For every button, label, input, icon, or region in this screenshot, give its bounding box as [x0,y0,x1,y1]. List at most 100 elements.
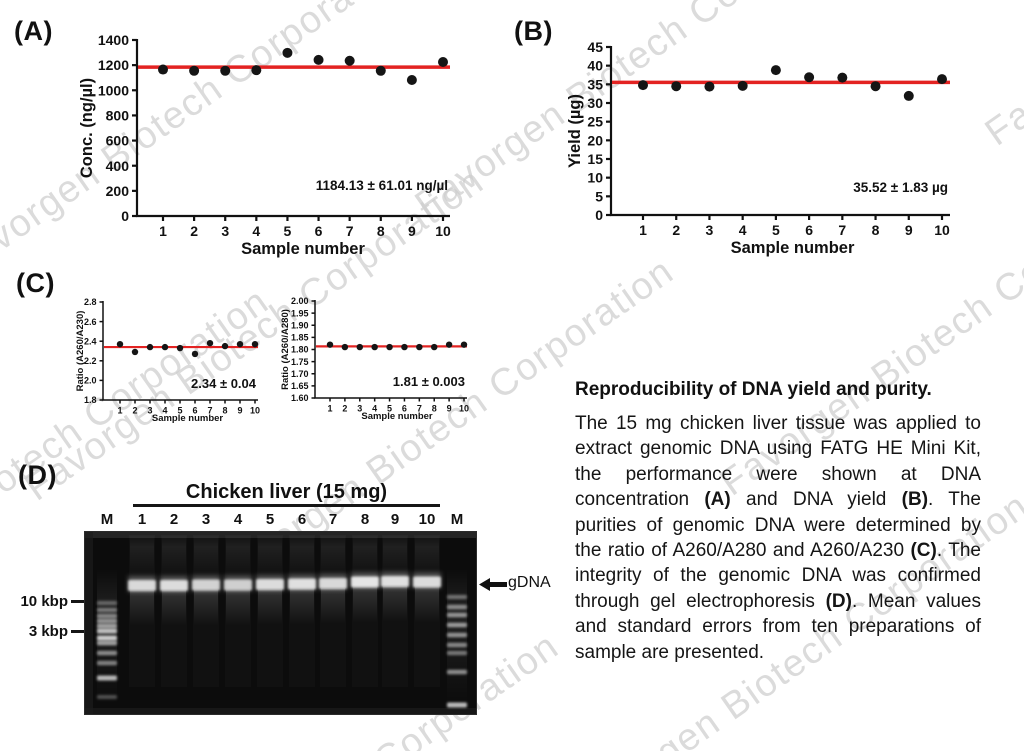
svg-text:5: 5 [284,223,292,239]
svg-text:10: 10 [250,406,260,416]
svg-text:1.81 ± 0.003: 1.81 ± 0.003 [393,374,465,389]
gel-title: Chicken liver (15 mg) [185,481,388,503]
svg-text:5: 5 [595,188,603,204]
svg-text:8: 8 [872,222,880,238]
svg-text:9: 9 [447,404,452,414]
svg-text:1: 1 [117,406,122,416]
gel-lane-label: M [100,511,114,528]
svg-text:4: 4 [252,223,260,239]
gel-lane-label: 5 [265,511,275,528]
svg-text:2: 2 [190,223,198,239]
chart-a-dna-concentration: 0 200 400 600 800 1000 1200 1400 1 2 3 4 5 6 7 8 9 10 1184… [78,32,451,258]
chart-c-ratio-a260-a230: 1.8 2.0 2.2 2.4 2.6 2.8 1 2 3 4 5 6 7 8 9 10 2.34 ± 0.04… [75,297,260,424]
panel-d-label: (D) [18,460,57,490]
caption-text: . Mean values and standard errors from t… [575,590,981,663]
svg-text:Yield (µg): Yield (µg) [566,94,584,168]
caption-text: . The integrity of the genomic DNA was c… [575,540,981,612]
svg-text:1.75: 1.75 [291,357,309,367]
caption-heading: Reproducibility of DNA yield and purity. [575,379,932,400]
svg-text:0: 0 [595,207,603,223]
svg-text:6: 6 [402,404,407,414]
gel-lane-label: 10 [418,511,436,528]
svg-text:20: 20 [587,132,603,148]
svg-text:6: 6 [192,406,197,416]
svg-text:400: 400 [106,158,130,174]
gel-marker-10kbp-dash [71,600,84,603]
svg-text:800: 800 [106,107,130,123]
svg-text:2.2: 2.2 [84,356,97,366]
panel-b-label: (B) [514,16,553,46]
caption-text: . The purities of genomic DNA were deter… [575,489,981,562]
gdna-arrow-icon [479,578,507,591]
panel-a-label: (A) [14,16,53,46]
svg-text:10: 10 [459,404,469,414]
gel-lane-label: 1 [137,511,147,528]
gel-lane-label: 8 [360,511,370,528]
svg-text:200: 200 [106,183,130,199]
svg-text:9: 9 [905,222,913,238]
svg-text:1.90: 1.90 [291,320,309,330]
svg-text:Sample number: Sample number [731,239,855,257]
svg-text:Sample number: Sample number [361,411,433,422]
svg-text:Ratio (A260/A280): Ratio (A260/A280) [280,309,291,390]
svg-text:3: 3 [357,404,362,414]
caption-panel-ref: (D) [825,590,852,612]
svg-text:15: 15 [587,151,603,167]
svg-text:2: 2 [672,222,680,238]
svg-text:7: 7 [207,406,212,416]
caption-panel-ref: (A) [704,489,731,511]
gel-lane-label: 2 [169,511,179,528]
caption-body: The 15 mg chicken liver tissue was appli… [575,411,981,665]
caption-panel-ref: (B) [901,489,929,511]
svg-text:1.8: 1.8 [84,395,97,405]
svg-text:1000: 1000 [98,82,129,98]
gel-marker-10kbp: 10 kbp [20,593,68,610]
svg-text:2.00: 2.00 [291,296,309,306]
svg-text:5: 5 [772,222,780,238]
gel-marker-3kbp-dash [71,630,84,633]
svg-text:2.0: 2.0 [84,376,97,386]
svg-text:35.52 ± 1.83 µg: 35.52 ± 1.83 µg [853,180,948,195]
svg-text:35: 35 [587,76,603,92]
svg-text:2.34 ± 0.04: 2.34 ± 0.04 [191,376,257,391]
svg-text:8: 8 [377,223,385,239]
svg-text:25: 25 [587,114,603,130]
gel-lane-label: 9 [390,511,400,528]
figure-caption: Reproducibility of DNA yield and purity.… [575,379,981,665]
svg-text:7: 7 [417,404,422,414]
gel-lane-label: 7 [328,511,338,528]
svg-text:8: 8 [432,404,437,414]
svg-text:2.8: 2.8 [84,297,97,307]
svg-text:30: 30 [587,95,603,111]
svg-text:1.95: 1.95 [291,308,309,318]
svg-text:Conc. (ng/µl): Conc. (ng/µl) [78,78,96,178]
panel-c-label: (C) [16,268,55,298]
svg-text:10: 10 [934,222,950,238]
svg-text:5: 5 [387,404,392,414]
svg-text:4: 4 [162,406,167,416]
gel-lane-label: 4 [233,511,243,528]
svg-text:1.85: 1.85 [291,333,309,343]
gel-title-underline [133,504,440,507]
watermark-text: Favorgen Biotech Corporation [978,0,1024,155]
caption-text: The 15 mg chicken liver tissue was appli… [575,413,981,511]
svg-text:1.70: 1.70 [291,369,309,379]
svg-text:10: 10 [587,170,603,186]
gdna-band-label: gDNA [508,574,551,591]
svg-text:7: 7 [838,222,846,238]
caption-panel-ref: (C) [910,540,937,562]
gel-electrophoresis-image [84,531,477,715]
svg-text:Sample number: Sample number [152,413,224,424]
svg-text:Ratio (A260/A230): Ratio (A260/A230) [75,311,86,392]
caption-text: and DNA yield [730,489,902,511]
svg-text:5: 5 [177,406,182,416]
svg-text:1: 1 [327,404,332,414]
svg-text:3: 3 [706,222,714,238]
gel-lane-label: M [450,511,464,528]
svg-text:2.6: 2.6 [84,317,97,327]
svg-text:4: 4 [739,222,747,238]
svg-text:8: 8 [222,406,227,416]
svg-text:1184.13 ± 61.01 ng/µl: 1184.13 ± 61.01 ng/µl [316,178,448,193]
